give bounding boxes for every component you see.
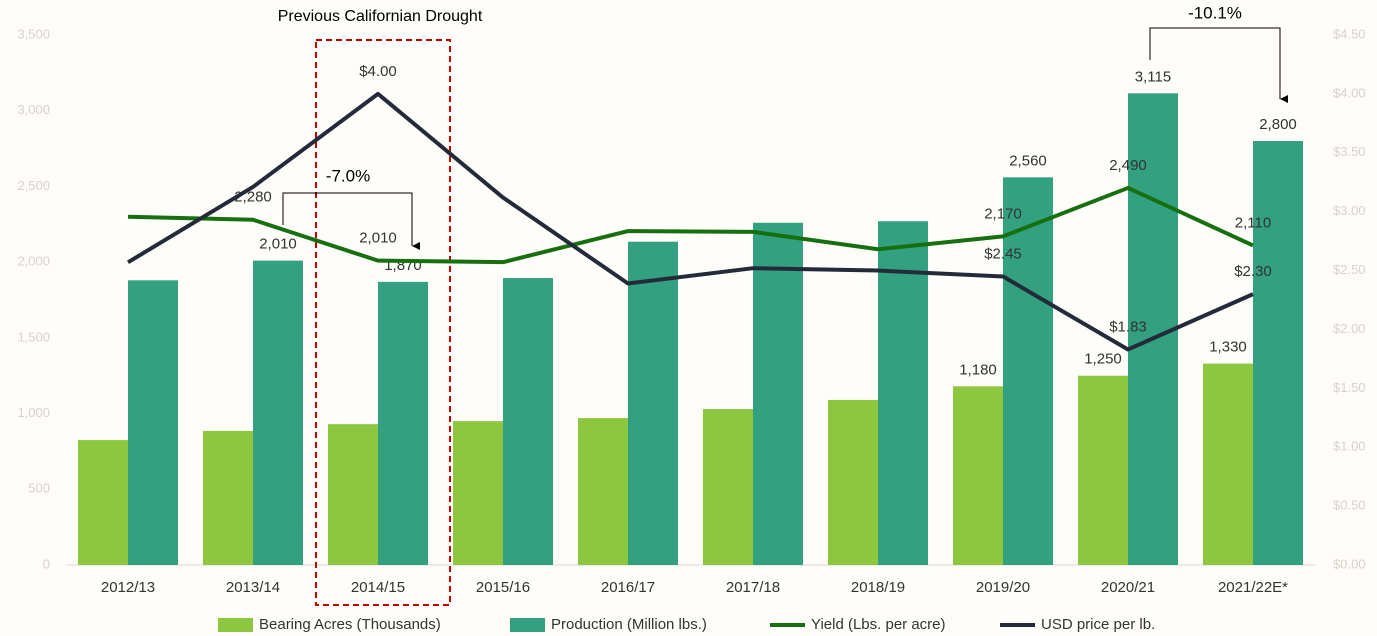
- y2-tick-label: $2.00: [1333, 321, 1366, 336]
- bar: [503, 278, 553, 565]
- y-tick-label: 0: [43, 556, 50, 571]
- data-label: $2.30: [1234, 263, 1272, 280]
- bar: [128, 280, 178, 565]
- drought-box: [315, 39, 451, 606]
- y-tick-label: 3,000: [17, 102, 50, 117]
- data-label: 1,330: [1209, 339, 1247, 356]
- y2-tick-label: $2.50: [1333, 262, 1366, 277]
- bar: [203, 430, 253, 565]
- bar: [1078, 375, 1128, 565]
- legend-label: USD price per lb.: [1041, 616, 1155, 633]
- legend-label: Production (Million lbs.): [551, 616, 707, 633]
- line: [127, 185, 1254, 265]
- y-tick-label: 3,500: [17, 26, 50, 41]
- legend-label: Yield (Lbs. per acre): [811, 616, 946, 633]
- data-label: $2.45: [984, 245, 1022, 262]
- y2-tick-label: $4.50: [1333, 26, 1366, 41]
- line: [126, 91, 1254, 352]
- y-tick-label: 2,000: [17, 254, 50, 269]
- data-label: 1,180: [959, 361, 997, 378]
- data-label: 2,010: [359, 230, 397, 247]
- bar: [1253, 141, 1303, 565]
- data-label: 2,280: [234, 189, 272, 206]
- y2-tick-label: $1.00: [1333, 439, 1366, 454]
- data-label: 3,115: [1135, 68, 1171, 85]
- x-tick-label: 2015/16: [476, 579, 530, 596]
- data-label: 2,560: [1009, 152, 1047, 169]
- bar: [578, 418, 628, 565]
- y2-tick-label: $3.00: [1333, 203, 1366, 218]
- x-tick-label: 2012/13: [101, 579, 155, 596]
- annotation-arrow: [282, 192, 420, 250]
- bar: [78, 440, 128, 565]
- bar: [703, 409, 753, 565]
- bar: [328, 424, 378, 565]
- y-tick-label: 500: [28, 481, 50, 496]
- bar: [953, 386, 1003, 565]
- legend-swatch: [218, 618, 253, 632]
- x-tick-label: 2014/15: [351, 579, 405, 596]
- bar: [828, 399, 878, 565]
- annotation: -7.0%: [326, 166, 370, 185]
- x-tick-label: 2021/22E*: [1218, 579, 1288, 596]
- x-tick-label: 2018/19: [851, 579, 905, 596]
- y2-tick-label: $1.50: [1333, 380, 1366, 395]
- y-tick-label: 2,500: [17, 178, 50, 193]
- annotation-arrow: [1149, 27, 1288, 103]
- bar: [628, 241, 678, 565]
- data-label: $4.00: [359, 63, 397, 80]
- legend-label: Bearing Acres (Thousands): [259, 616, 441, 633]
- data-label: 2,010: [259, 236, 297, 253]
- data-label: 1,250: [1084, 351, 1122, 368]
- y2-tick-label: $4.00: [1333, 85, 1366, 100]
- legend-swatch: [510, 618, 545, 632]
- bar: [1203, 363, 1253, 565]
- bar: [453, 421, 503, 565]
- data-label: 2,490: [1109, 157, 1147, 174]
- y-tick-label: 1,000: [17, 405, 50, 420]
- bar: [378, 281, 428, 565]
- x-tick-label: 2016/17: [601, 579, 655, 596]
- annotation: Previous Californian Drought: [278, 8, 483, 25]
- bar: [1003, 177, 1053, 566]
- bar: [253, 260, 303, 565]
- y-tick-label: 1,500: [17, 329, 50, 344]
- y2-tick-label: $0.00: [1333, 556, 1366, 571]
- data-label: $1.83: [1109, 318, 1147, 335]
- y2-tick-label: $3.50: [1333, 144, 1366, 159]
- y2-tick-label: $0.50: [1333, 498, 1366, 513]
- x-tick-label: 2019/20: [976, 579, 1030, 596]
- data-label: 2,110: [1235, 214, 1271, 231]
- x-tick-label: 2013/14: [226, 579, 280, 596]
- data-label: 2,170: [984, 205, 1022, 222]
- data-label: 2,800: [1259, 116, 1297, 133]
- bar: [753, 222, 803, 565]
- annotation: -10.1%: [1188, 3, 1242, 22]
- x-tick-label: 2017/18: [726, 579, 780, 596]
- x-tick-label: 2020/21: [1101, 579, 1155, 596]
- bar: [878, 221, 928, 565]
